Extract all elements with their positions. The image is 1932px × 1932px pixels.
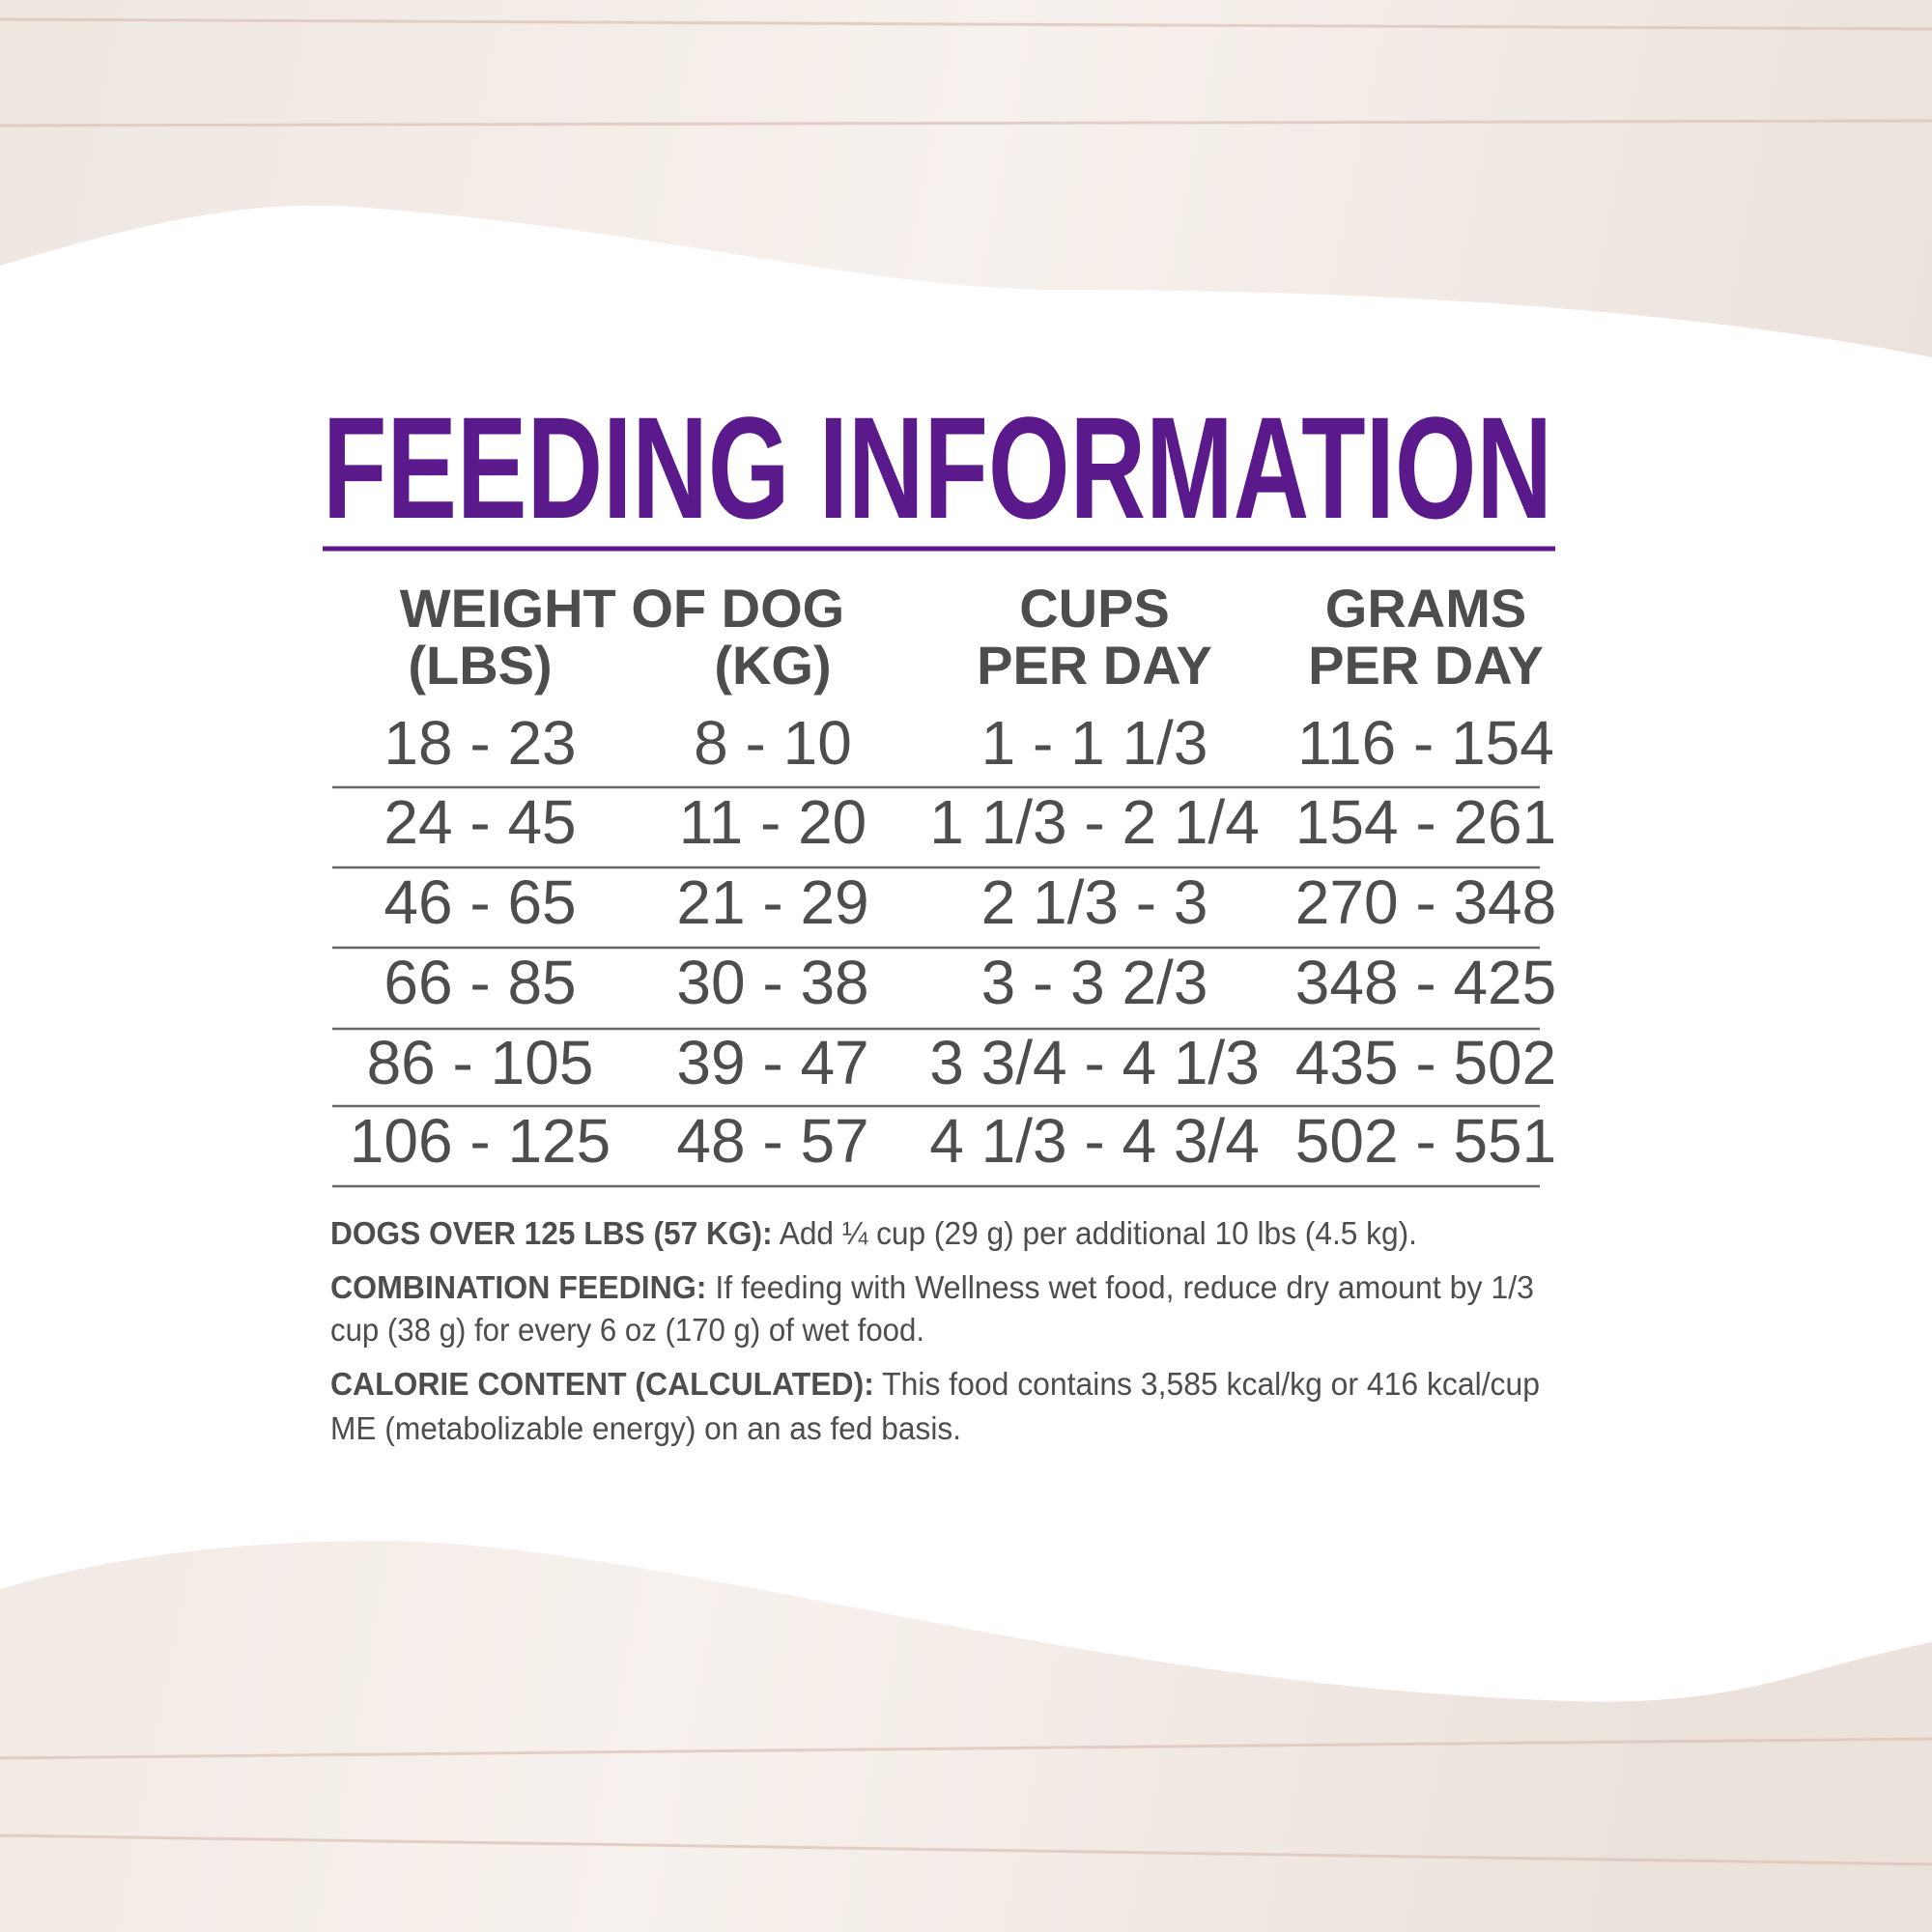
header: CUPS bbox=[1019, 578, 1170, 639]
cell: 3 3/4 - 4 1/3 bbox=[929, 1028, 1260, 1097]
note-line: cup (38 g) for every 6 oz (170 g) of wet… bbox=[330, 1312, 924, 1348]
note-text: ME (metabolizable energy) on an as fed b… bbox=[330, 1410, 961, 1446]
note-text: Add ¼ cup (29 g) per additional 10 lbs (… bbox=[780, 1215, 1417, 1251]
cell: 21 - 29 bbox=[676, 867, 868, 937]
note-label: CALORIE CONTENT (CALCULATED): bbox=[330, 1366, 874, 1402]
cell: 39 - 47 bbox=[676, 1028, 868, 1097]
header: GRAMS bbox=[1325, 578, 1526, 639]
cell: 1 1/3 - 2 1/4 bbox=[929, 787, 1260, 857]
note-text: cup (38 g) for every 6 oz (170 g) of wet… bbox=[330, 1312, 924, 1348]
cell: 66 - 85 bbox=[384, 948, 576, 1017]
cell: 86 - 105 bbox=[367, 1028, 594, 1097]
note-line: CALORIE CONTENT (CALCULATED): This food … bbox=[330, 1366, 1540, 1402]
header: (LBS) bbox=[408, 635, 552, 696]
white-panel bbox=[0, 205, 1932, 1702]
note-text: This food contains 3,585 kcal/kg or 416 … bbox=[882, 1366, 1540, 1402]
note-line: ME (metabolizable energy) on an as fed b… bbox=[330, 1410, 961, 1446]
header: (KG) bbox=[714, 635, 831, 696]
cell: 3 - 3 2/3 bbox=[981, 948, 1208, 1017]
cell: 154 - 261 bbox=[1295, 787, 1556, 857]
cell: 48 - 57 bbox=[676, 1106, 868, 1176]
cell: 24 - 45 bbox=[384, 787, 576, 857]
cell: 116 - 154 bbox=[1297, 708, 1554, 778]
cell: 1 - 1 1/3 bbox=[981, 708, 1208, 778]
title: FEEDING INFORMATION bbox=[323, 386, 1552, 549]
cell: 8 - 10 bbox=[694, 708, 852, 778]
cell: 18 - 23 bbox=[384, 708, 576, 778]
cell: 11 - 20 bbox=[679, 787, 867, 857]
note-text: If feeding with Wellness wet food, reduc… bbox=[715, 1269, 1534, 1305]
cell: 30 - 38 bbox=[676, 948, 868, 1017]
cell: 46 - 65 bbox=[384, 867, 576, 937]
note-label: DOGS OVER 125 LBS (57 KG): bbox=[330, 1215, 773, 1251]
cell: 106 - 125 bbox=[350, 1106, 611, 1176]
wood-grain bbox=[0, 17, 1932, 1866]
note-line: COMBINATION FEEDING: If feeding with Wel… bbox=[330, 1269, 1534, 1305]
cell: 435 - 502 bbox=[1295, 1028, 1556, 1097]
header-group: WEIGHT OF DOG bbox=[400, 578, 844, 639]
cell: 2 1/3 - 3 bbox=[981, 867, 1208, 937]
header: PER DAY bbox=[977, 635, 1212, 696]
note-label: COMBINATION FEEDING: bbox=[330, 1269, 706, 1305]
cell: 348 - 425 bbox=[1295, 948, 1556, 1017]
cell: 502 - 551 bbox=[1295, 1106, 1556, 1176]
cell: 4 1/3 - 4 3/4 bbox=[929, 1106, 1260, 1176]
cell: 270 - 348 bbox=[1295, 867, 1556, 937]
note-line: DOGS OVER 125 LBS (57 KG): Add ¼ cup (29… bbox=[330, 1215, 1417, 1251]
header: PER DAY bbox=[1308, 635, 1544, 696]
